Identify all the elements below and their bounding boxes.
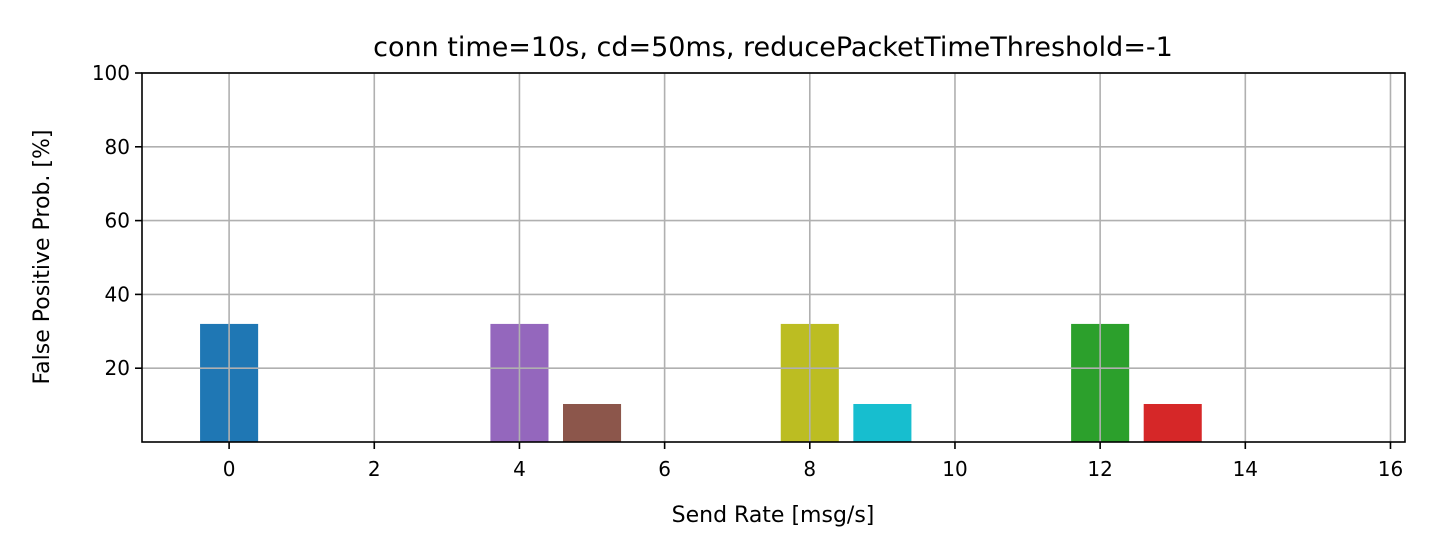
bar-13 [1143,403,1202,442]
x-tick-label: 14 [1233,457,1258,481]
x-tick-label: 16 [1378,457,1403,481]
plot-frame [141,72,1406,443]
bars [200,323,1202,442]
grid [142,72,1405,442]
y-tick-label: 80 [105,135,130,159]
x-tick-label: 6 [658,457,671,481]
y-tick-label: 20 [105,356,130,380]
y-tick-label: 40 [105,282,130,306]
x-tick-label: 4 [513,457,526,481]
x-axis-ticks: 0 2 4 6 8 10 12 14 16 [223,442,1403,481]
y-axis-label: False Positive Prob. [%] [30,130,55,385]
y-tick-label: 60 [105,209,130,233]
y-axis-ticks: 20 40 60 80 100 [92,61,142,380]
x-axis-label: Send Rate [msg/s] [672,503,875,528]
y-tick-label: 100 [92,61,130,85]
x-tick-label: 8 [803,457,816,481]
bar-5 [563,403,622,442]
chart-title: conn time=10s, cd=50ms, reducePacketTime… [373,32,1173,63]
x-tick-label: 12 [1087,457,1112,481]
x-tick-label: 10 [942,457,967,481]
bar-9 [853,403,912,442]
x-tick-label: 0 [223,457,236,481]
x-tick-label: 2 [368,457,381,481]
